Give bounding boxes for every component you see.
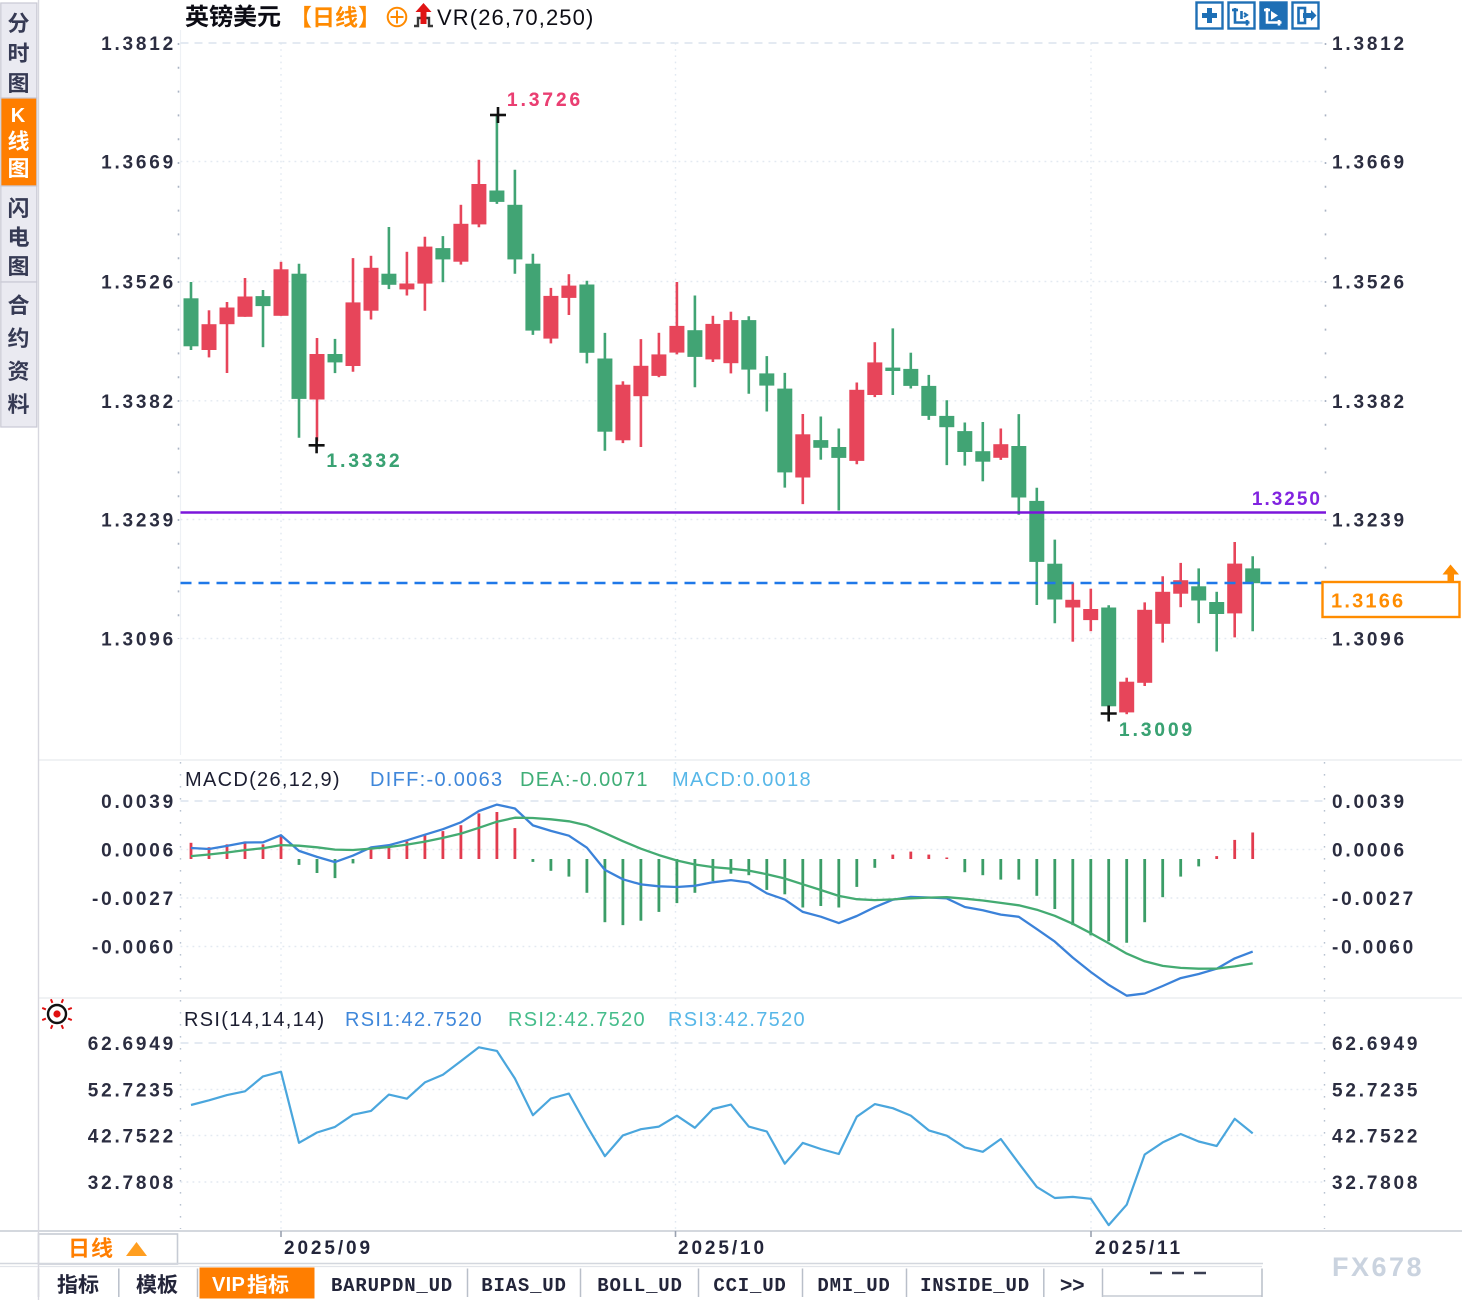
svg-text:1.3332: 1.3332 (327, 451, 403, 472)
svg-text:MACD:0.0018: MACD:0.0018 (672, 769, 812, 791)
svg-text:0.0006: 0.0006 (101, 841, 176, 862)
svg-text:-0.0060: -0.0060 (1332, 938, 1416, 959)
svg-text:52.7235: 52.7235 (88, 1081, 176, 1102)
svg-text:DMI_UD: DMI_UD (817, 1275, 890, 1297)
svg-text:42.7522: 42.7522 (1332, 1127, 1420, 1148)
svg-text:RSI(14,14,14): RSI(14,14,14) (184, 1009, 325, 1031)
svg-text:INSIDE_UD: INSIDE_UD (920, 1275, 1030, 1297)
svg-text:K: K (11, 105, 26, 127)
svg-text:DEA:-0.0071: DEA:-0.0071 (520, 769, 649, 791)
svg-text:>>: >> (1060, 1274, 1085, 1297)
svg-text:BARUPDN_UD: BARUPDN_UD (331, 1275, 453, 1297)
svg-text:2025/09: 2025/09 (284, 1238, 373, 1259)
svg-text:1.3096: 1.3096 (101, 630, 176, 651)
svg-text:BOLL_UD: BOLL_UD (597, 1275, 682, 1297)
svg-text:1.3526: 1.3526 (1332, 273, 1407, 294)
svg-text:1.3239: 1.3239 (101, 511, 176, 532)
svg-text:1.3526: 1.3526 (101, 273, 176, 294)
svg-text:1.3382: 1.3382 (101, 392, 176, 413)
svg-text:0.0039: 0.0039 (101, 792, 176, 813)
svg-text:0.0039: 0.0039 (1332, 792, 1407, 813)
svg-text:1.3669: 1.3669 (101, 153, 176, 174)
svg-text:-0.0027: -0.0027 (92, 889, 176, 910)
svg-text:1.3009: 1.3009 (1119, 720, 1195, 741)
svg-text:CCI_UD: CCI_UD (713, 1275, 786, 1297)
svg-text:1.3669: 1.3669 (1332, 153, 1407, 174)
svg-text:62.6949: 62.6949 (88, 1034, 176, 1055)
svg-text:32.7808: 32.7808 (88, 1173, 176, 1194)
svg-text:1.3332: 1.3332 (327, 451, 403, 472)
svg-text:VIP: VIP (212, 1274, 245, 1296)
svg-text:RSI2:42.7520: RSI2:42.7520 (508, 1009, 646, 1031)
svg-text:1.3239: 1.3239 (1332, 511, 1407, 532)
svg-text:1.3726: 1.3726 (507, 90, 583, 111)
svg-text:1.3382: 1.3382 (1332, 392, 1407, 413)
svg-text:MACD(26,12,9): MACD(26,12,9) (185, 769, 341, 791)
svg-text:FX678: FX678 (1332, 1252, 1424, 1282)
svg-text:1.3812: 1.3812 (1332, 34, 1407, 55)
svg-text:RSI3:42.7520: RSI3:42.7520 (668, 1009, 806, 1031)
svg-text:VR(26,70,250): VR(26,70,250) (437, 5, 594, 30)
svg-text:1.3726: 1.3726 (507, 90, 583, 111)
svg-text:DIFF:-0.0063: DIFF:-0.0063 (370, 769, 503, 791)
svg-text:2025/11: 2025/11 (1095, 1238, 1183, 1259)
svg-text:62.6949: 62.6949 (1332, 1034, 1420, 1055)
svg-text:32.7808: 32.7808 (1332, 1173, 1420, 1194)
svg-text:2025/10: 2025/10 (678, 1238, 767, 1259)
svg-text:52.7235: 52.7235 (1332, 1081, 1420, 1102)
svg-text:42.7522: 42.7522 (88, 1127, 176, 1148)
svg-text:0.0006: 0.0006 (1332, 841, 1407, 862)
svg-text:1.3009: 1.3009 (1119, 720, 1195, 741)
svg-text:-0.0060: -0.0060 (92, 938, 176, 959)
svg-text:BIAS_UD: BIAS_UD (481, 1275, 566, 1297)
svg-text:1.3096: 1.3096 (1332, 630, 1407, 651)
svg-text:1.3812: 1.3812 (101, 34, 176, 55)
svg-text:RSI1:42.7520: RSI1:42.7520 (345, 1009, 483, 1031)
svg-text:1.3166: 1.3166 (1331, 591, 1405, 613)
svg-text:1.3250: 1.3250 (1252, 489, 1322, 510)
svg-text:-0.0027: -0.0027 (1332, 889, 1416, 910)
